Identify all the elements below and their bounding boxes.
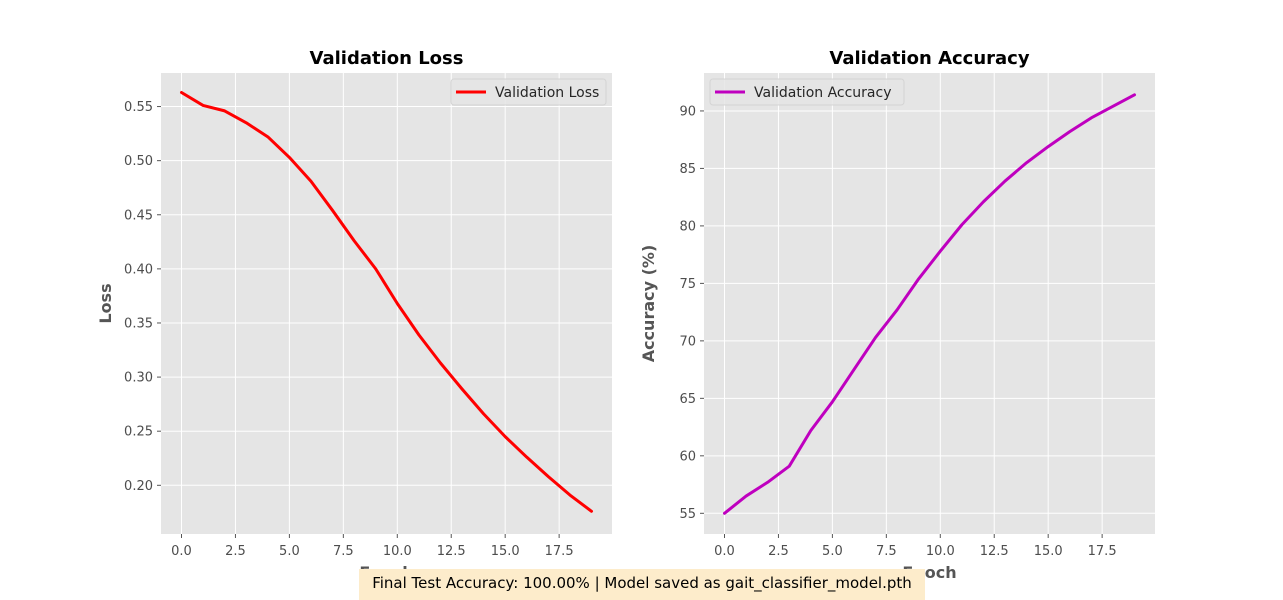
data-point <box>504 435 507 438</box>
x-tick-label: 7.5 <box>876 544 897 559</box>
x-tick-label: 15.0 <box>1034 544 1063 559</box>
data-point <box>180 91 183 94</box>
data-point <box>1111 105 1114 108</box>
x-tick-label: 0.0 <box>714 544 735 559</box>
data-point <box>439 362 442 365</box>
y-axis-label: Accuracy (%) <box>639 245 658 363</box>
chart-title: Validation Loss <box>310 48 464 69</box>
data-point <box>1025 161 1028 164</box>
data-point <box>266 135 269 138</box>
y-tick-label: 90 <box>679 104 696 119</box>
data-point <box>874 336 877 339</box>
y-tick-label: 0.40 <box>124 262 153 277</box>
data-point <box>525 456 528 459</box>
data-point <box>590 510 593 513</box>
data-point <box>831 400 834 403</box>
data-point <box>852 368 855 371</box>
y-axis-label: Loss <box>96 283 115 323</box>
data-point <box>1004 180 1007 183</box>
x-tick-label: 17.5 <box>1088 544 1117 559</box>
y-tick-label: 0.50 <box>124 154 153 169</box>
final-test-accuracy-banner: Final Test Accuracy: 100.00% | Model sav… <box>359 569 925 600</box>
data-point <box>396 302 399 305</box>
legend-label: Validation Loss <box>495 85 599 101</box>
data-point <box>245 121 248 124</box>
panel-loss: 0.0 2.5 5.0 7.5 10.0 12.5 15.0 17.5 0.20 0.25 0.30… <box>96 48 612 582</box>
x-tick-label: 17.5 <box>545 544 574 559</box>
data-point <box>417 333 420 336</box>
panel-accuracy: 0.0 2.5 5.0 7.5 10.0 12.5 15.0 17.5 55 60 65 70 75 80… <box>639 48 1155 582</box>
plot-area <box>161 73 612 534</box>
y-tick-label: 85 <box>679 162 696 177</box>
x-tick-label: 5.0 <box>822 544 843 559</box>
data-point <box>461 387 464 390</box>
chart-title: Validation Accuracy <box>829 48 1029 69</box>
legend-label: Validation Accuracy <box>754 85 892 101</box>
data-point <box>353 239 356 242</box>
y-tick-label: 0.20 <box>124 479 153 494</box>
y-tick-label: 60 <box>679 449 696 464</box>
legend-box <box>450 78 607 106</box>
data-point <box>482 412 485 415</box>
x-tick-label: 2.5 <box>768 544 789 559</box>
data-point <box>939 250 942 253</box>
y-tick-label: 65 <box>679 392 696 407</box>
data-point <box>896 308 899 311</box>
x-tick-label: 12.5 <box>437 544 466 559</box>
y-tick-label: 0.35 <box>124 316 153 331</box>
data-point <box>809 429 812 432</box>
y-tick-label: 80 <box>679 219 696 234</box>
legend: Validation Loss <box>450 78 607 106</box>
y-tick-label: 0.45 <box>124 208 153 223</box>
data-point <box>917 277 920 280</box>
y-tick-label: 0.25 <box>124 425 153 440</box>
x-tick-label: 2.5 <box>225 544 246 559</box>
x-tick-label: 0.0 <box>171 544 192 559</box>
y-tick-label: 0.30 <box>124 371 153 386</box>
data-point <box>331 209 334 212</box>
x-tick-label: 5.0 <box>279 544 300 559</box>
series-line-loss <box>180 90 593 513</box>
legend-box <box>709 78 905 106</box>
data-point <box>202 104 205 107</box>
data-point <box>288 156 291 159</box>
legend: Validation Accuracy <box>709 78 905 106</box>
data-point <box>309 180 312 183</box>
data-point <box>788 465 791 468</box>
series-line-accuracy <box>723 93 1136 515</box>
x-tick-label: 15.0 <box>491 544 520 559</box>
y-tick-label: 0.55 <box>124 100 153 115</box>
data-point <box>723 512 726 515</box>
data-point <box>982 200 985 203</box>
x-tick-label: 10.0 <box>926 544 955 559</box>
x-tick-label: 10.0 <box>383 544 412 559</box>
data-point <box>1047 145 1050 148</box>
y-tick-label: 75 <box>679 277 696 292</box>
data-point <box>1068 130 1071 133</box>
data-point <box>223 109 226 112</box>
y-tick-label: 55 <box>679 507 696 522</box>
x-tick-label: 12.5 <box>980 544 1009 559</box>
data-point <box>568 494 571 497</box>
data-point <box>766 481 769 484</box>
data-point <box>547 475 550 478</box>
y-tick-label: 70 <box>679 334 696 349</box>
data-point <box>1133 93 1136 96</box>
data-point <box>1090 116 1093 119</box>
data-point <box>374 267 377 270</box>
data-point <box>745 495 748 498</box>
plot-area <box>704 73 1155 534</box>
data-point <box>960 223 963 226</box>
x-tick-label: 7.5 <box>333 544 354 559</box>
